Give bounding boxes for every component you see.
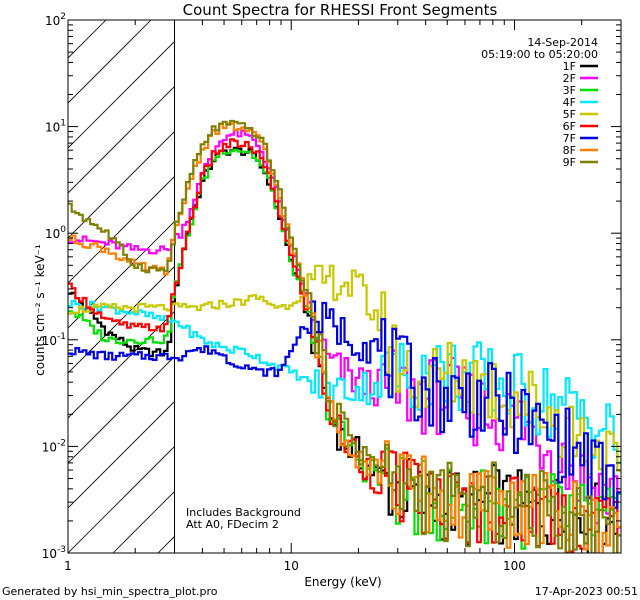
x-tick-label: 100: [503, 559, 526, 573]
legend-label-6F: 6F: [563, 120, 576, 133]
y-tick-labels: 10-3 10-2 10-1 100 101 102: [42, 12, 67, 561]
series-6F: [68, 138, 621, 553]
legend-label-1F: 1F: [563, 60, 576, 73]
y-tick-label: 102: [45, 12, 66, 28]
series-8F: [68, 122, 621, 553]
hatch-line: [68, 265, 175, 374]
y-axis-label: counts cm⁻² s⁻¹ keV⁻¹: [33, 244, 47, 376]
hatch-line: [68, 220, 175, 329]
excluded-energy-hatch: [0, 20, 640, 553]
x-tick-label: 10: [284, 559, 299, 573]
legend-label-3F: 3F: [563, 84, 576, 97]
y-tick-label: 100: [45, 225, 66, 241]
legend-label-5F: 5F: [563, 108, 576, 121]
y-tick-label: 10-1: [42, 332, 66, 348]
hatch-line: [68, 400, 175, 509]
hatch-line: [68, 355, 175, 464]
series-5F: [68, 264, 621, 498]
time-range-label: 05:19:00 to 05:20:00: [481, 48, 598, 61]
date-label: 14-Sep-2014: [527, 36, 598, 49]
axis-ticks: [67, 19, 622, 554]
annotation-attenuator: Att A0, FDecim 2: [186, 518, 279, 531]
legend-label-7F: 7F: [563, 132, 576, 145]
annotation-background: Includes Background: [186, 506, 301, 519]
hatch-line: [68, 20, 152, 104]
series-7F: [68, 300, 621, 509]
x-axis-label: Energy (keV): [304, 575, 381, 589]
y-tick-label: 10-2: [42, 438, 66, 454]
series-layer: [68, 119, 621, 553]
chart-title: Count Spectra for RHESSI Front Segments: [183, 1, 498, 19]
hatch-line: [68, 20, 107, 59]
legend-label-2F: 2F: [563, 72, 576, 85]
legend-label-4F: 4F: [563, 96, 576, 109]
hatch-line: [473, 20, 640, 553]
hatch-line: [68, 445, 175, 553]
hatch-line: [0, 20, 61, 553]
y-tick-label: 10-3: [42, 545, 66, 561]
legend-label-9F: 9F: [563, 156, 576, 169]
legend-label-8F: 8F: [563, 144, 576, 157]
hatch-line: [68, 175, 175, 284]
x-tick-label: 1: [64, 559, 72, 573]
series-9F: [68, 119, 621, 553]
timestamp-label: 17-Apr-2023 00:51: [535, 585, 638, 598]
hatch-line: [68, 85, 175, 194]
x-tick-labels: 1 10 100: [64, 559, 526, 573]
y-tick-label: 101: [45, 119, 66, 135]
plot-frame: [67, 19, 622, 554]
generated-by-label: Generated by hsi_min_spectra_plot.pro: [2, 585, 218, 598]
hatch-line: [68, 40, 175, 149]
hatch-line: [518, 20, 640, 553]
